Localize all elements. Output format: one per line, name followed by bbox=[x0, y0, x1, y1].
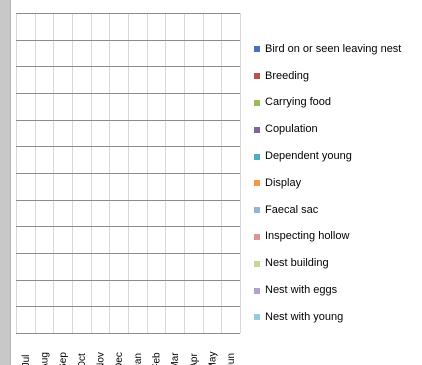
x-tick-label: May bbox=[208, 352, 219, 365]
x-tick-label: Feb bbox=[152, 352, 163, 365]
x-tick-label: Aug bbox=[40, 352, 51, 365]
x-tick-label: Nov bbox=[96, 352, 107, 365]
legend-label: Breeding bbox=[265, 69, 310, 82]
legend-item: Display bbox=[254, 170, 422, 197]
legend-label: Faecal sac bbox=[265, 203, 319, 216]
legend-label: Dependent young bbox=[265, 150, 352, 163]
x-tick-label: Jan bbox=[133, 353, 144, 365]
legend-swatch bbox=[254, 99, 260, 106]
legend-item: Nest with young bbox=[254, 304, 422, 331]
x-tick-label: Oct bbox=[77, 353, 88, 365]
legend-label: Carrying food bbox=[265, 96, 332, 109]
window-edge-strip bbox=[0, 0, 11, 365]
legend-swatch bbox=[254, 260, 260, 267]
legend-swatch bbox=[254, 314, 260, 321]
x-axis-tick-labels: Jul Aug Sep Oct Nov Dec Jan Feb Mar Apr May Jun bbox=[21, 352, 237, 365]
x-tick-label: Jun bbox=[226, 353, 237, 365]
x-tick-label: Apr bbox=[189, 353, 200, 365]
legend-swatch bbox=[254, 126, 260, 133]
legend-item: Faecal sac bbox=[254, 197, 422, 224]
legend-item: Nest with eggs bbox=[254, 277, 422, 304]
x-tick-label: Dec bbox=[114, 352, 125, 365]
legend-swatch bbox=[254, 207, 260, 214]
legend-label: Display bbox=[265, 176, 302, 189]
x-tick-label: Mar bbox=[170, 352, 181, 365]
legend-item: Copulation bbox=[254, 116, 422, 143]
legend-label: Nest with eggs bbox=[265, 284, 338, 297]
legend-item: Carrying food bbox=[254, 90, 422, 117]
legend-swatch bbox=[254, 153, 260, 160]
x-tick-label: Jul bbox=[21, 355, 32, 365]
legend-item: Bird on or seen leaving nest bbox=[254, 36, 422, 63]
legend-label: Nest building bbox=[265, 257, 329, 270]
legend-label: Nest with young bbox=[265, 310, 344, 323]
x-tick-label: Sep bbox=[58, 352, 69, 365]
legend-swatch bbox=[254, 287, 260, 294]
legend-item: Dependent young bbox=[254, 143, 422, 170]
legend-label: Bird on or seen leaving nest bbox=[265, 42, 402, 55]
legend-item: Inspecting hollow bbox=[254, 224, 422, 251]
legend-item: Breeding bbox=[254, 63, 422, 90]
chart-grid bbox=[16, 13, 241, 334]
legend-swatch bbox=[254, 46, 260, 53]
legend-swatch bbox=[254, 180, 260, 187]
legend-label: Inspecting hollow bbox=[265, 230, 350, 243]
legend-item: Nest building bbox=[254, 250, 422, 277]
legend-label: Copulation bbox=[265, 123, 318, 136]
legend-swatch bbox=[254, 73, 260, 80]
chart-legend: Bird on or seen leaving nest Breeding Carr… bbox=[254, 36, 422, 331]
legend-swatch bbox=[254, 233, 260, 240]
